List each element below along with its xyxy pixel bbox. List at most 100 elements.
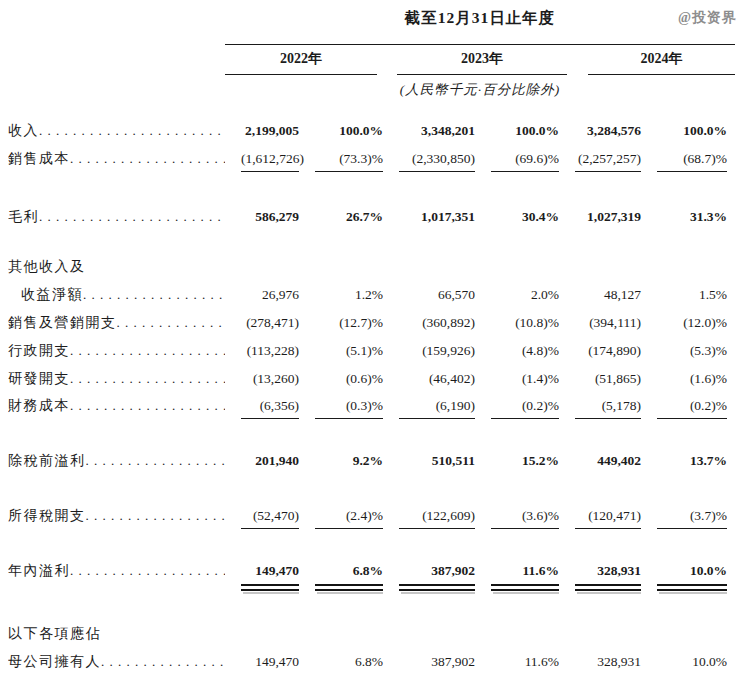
- table-row-other-income-line1: 其他收入及: [8, 258, 727, 276]
- dot-leader: [86, 452, 226, 470]
- table-row-owners-of-parent: 母公司擁有人 149,470 6.8% 387,902 11.6% 328,93…: [8, 653, 727, 671]
- cell-value: 6.8%: [315, 562, 383, 591]
- dot-leader: [70, 562, 225, 580]
- row-label: 所得稅開支: [8, 507, 86, 525]
- cell-value: (5.3)%: [690, 342, 727, 360]
- row-label: 其他收入及: [8, 258, 86, 276]
- row-label: 年內溢利: [8, 562, 70, 580]
- row-label: 母公司擁有人: [8, 653, 101, 671]
- cell-value: 31.3%: [690, 208, 727, 226]
- cell-value: (10.8)%: [515, 314, 559, 332]
- cell-value: 13.7%: [690, 452, 727, 470]
- cell-value: (12.7)%: [339, 314, 383, 332]
- cell-value: 48,127: [604, 286, 641, 304]
- table-row-profit-for-year: 年內溢利 149,470 6.8% 387,902 11.6% 328,931 …: [8, 562, 727, 591]
- watermark: @投资界: [678, 9, 737, 27]
- cell-value: 10.0%: [692, 653, 727, 671]
- cell-value: 100.0%: [339, 122, 383, 140]
- cell-value: 149,470: [241, 562, 299, 591]
- cell-value: (3.6)%: [491, 507, 559, 529]
- table-row-selling-marketing: 銷售及營銷開支 (278,471) (12.7)% (360,892) (10.…: [8, 314, 727, 332]
- column-header-2024: 2024年: [588, 50, 735, 75]
- dot-leader: [70, 397, 225, 415]
- cell-value: 10.0%: [657, 562, 727, 591]
- row-label: 除稅前溢利: [8, 452, 86, 470]
- cell-value: (1.4)%: [522, 370, 559, 388]
- cell-value: 586,279: [255, 208, 299, 226]
- cell-value: (2,330,850): [399, 150, 475, 172]
- table-row-revenue: 收入 2,199,005 100.0% 3,348,201 100.0% 3,2…: [8, 122, 727, 140]
- cell-value: (73.3)%: [315, 150, 383, 172]
- financial-statement-page: 截至12月31日止年度 @投资界 2022年 2023年 2024年 (人民幣千…: [0, 0, 742, 687]
- row-label: 收入: [8, 122, 39, 140]
- row-label: 研發開支: [8, 370, 70, 388]
- cell-value: (394,111): [589, 314, 641, 332]
- dot-leader: [70, 342, 225, 360]
- cell-value: 1,017,351: [421, 208, 475, 226]
- cell-value: (2,257,257): [575, 150, 641, 172]
- cell-value: 100.0%: [683, 122, 727, 140]
- cell-value: (122,609): [399, 507, 475, 529]
- cell-value: (174,890): [588, 342, 641, 360]
- cell-value: (2.4)%: [315, 507, 383, 529]
- column-header-2023: 2023年: [397, 50, 567, 75]
- dot-leader: [86, 507, 226, 525]
- cell-value: 149,470: [255, 653, 299, 671]
- cell-value: 1.5%: [699, 286, 727, 304]
- table-row-profit-before-tax: 除稅前溢利 201,940 9.2% 510,511 15.2% 449,402…: [8, 452, 727, 470]
- cell-value: (52,470): [241, 507, 299, 529]
- cell-value: 2.0%: [531, 286, 559, 304]
- table-row-income-tax: 所得稅開支 (52,470) (2.4)% (122,609) (3.6)% (…: [8, 507, 727, 529]
- cell-value: 510,511: [432, 452, 475, 470]
- cell-value: 3,284,576: [587, 122, 641, 140]
- dot-leader: [39, 122, 225, 140]
- header-rule: [225, 44, 735, 45]
- table-row-gross-profit: 毛利 586,279 26.7% 1,017,351 30.4% 1,027,3…: [8, 208, 727, 226]
- cell-value: 2,199,005: [245, 122, 299, 140]
- cell-value: (12.0)%: [683, 314, 727, 332]
- column-header-2022: 2022年: [225, 50, 377, 75]
- table-body: 收入 2,199,005 100.0% 3,348,201 100.0% 3,2…: [8, 122, 727, 671]
- row-label: 以下各項應佔: [8, 625, 101, 643]
- cell-value: 11.6%: [491, 562, 559, 591]
- cell-value: 15.2%: [522, 452, 559, 470]
- cell-value: (69.6)%: [491, 150, 559, 172]
- cell-value: (4.8)%: [522, 342, 559, 360]
- cell-value: 201,940: [255, 452, 299, 470]
- cell-value: (3.7)%: [657, 507, 727, 529]
- row-label: 毛利: [8, 208, 39, 226]
- row-label: 銷售及營銷開支: [8, 314, 117, 332]
- cell-value: (0.2)%: [657, 397, 727, 419]
- dot-leader: [101, 653, 225, 671]
- cell-value: 387,902: [399, 562, 475, 591]
- dot-leader: [39, 208, 225, 226]
- table-row-finance-costs: 財務成本 (6,356) (0.3)% (6,190) (0.2)% (5,17…: [8, 397, 727, 419]
- cell-value: 449,402: [597, 452, 641, 470]
- cell-value: 11.6%: [525, 653, 559, 671]
- cell-value: 3,348,201: [421, 122, 475, 140]
- cell-value: 1.2%: [355, 286, 383, 304]
- table-row-rnd: 研發開支 (13,260) (0.6)% (46,402) (1.4)% (51…: [8, 370, 727, 388]
- dot-leader: [117, 314, 226, 332]
- cell-value: (159,926): [422, 342, 475, 360]
- cell-value: (113,228): [247, 342, 299, 360]
- row-label: 行政開支: [8, 342, 70, 360]
- table-row-other-income-net: 收益淨額 26,976 1.2% 66,570 2.0% 48,127 1.5%: [8, 286, 727, 304]
- cell-value: (278,471): [246, 314, 299, 332]
- cell-value: 6.8%: [355, 653, 383, 671]
- cell-value: (0.2)%: [491, 397, 559, 419]
- cell-value: (120,471): [575, 507, 641, 529]
- cell-value: 387,902: [431, 653, 475, 671]
- cell-value: (13,260): [253, 370, 299, 388]
- dot-leader: [83, 286, 225, 304]
- cell-value: 328,931: [597, 653, 641, 671]
- cell-value: (0.6)%: [346, 370, 383, 388]
- row-label: 收益淨額: [8, 286, 83, 304]
- cell-value: (360,892): [422, 314, 475, 332]
- cell-value: 1,027,319: [587, 208, 641, 226]
- cell-value: 9.2%: [353, 452, 383, 470]
- cell-value: (5,178): [575, 397, 641, 419]
- currency-unit-note: (人民幣千元·百分比除外): [225, 81, 735, 99]
- cell-value: (5.1)%: [346, 342, 383, 360]
- table-row-cost-of-sales: 銷售成本 (1,612,726) (73.3)% (2,330,850) (69…: [8, 150, 727, 172]
